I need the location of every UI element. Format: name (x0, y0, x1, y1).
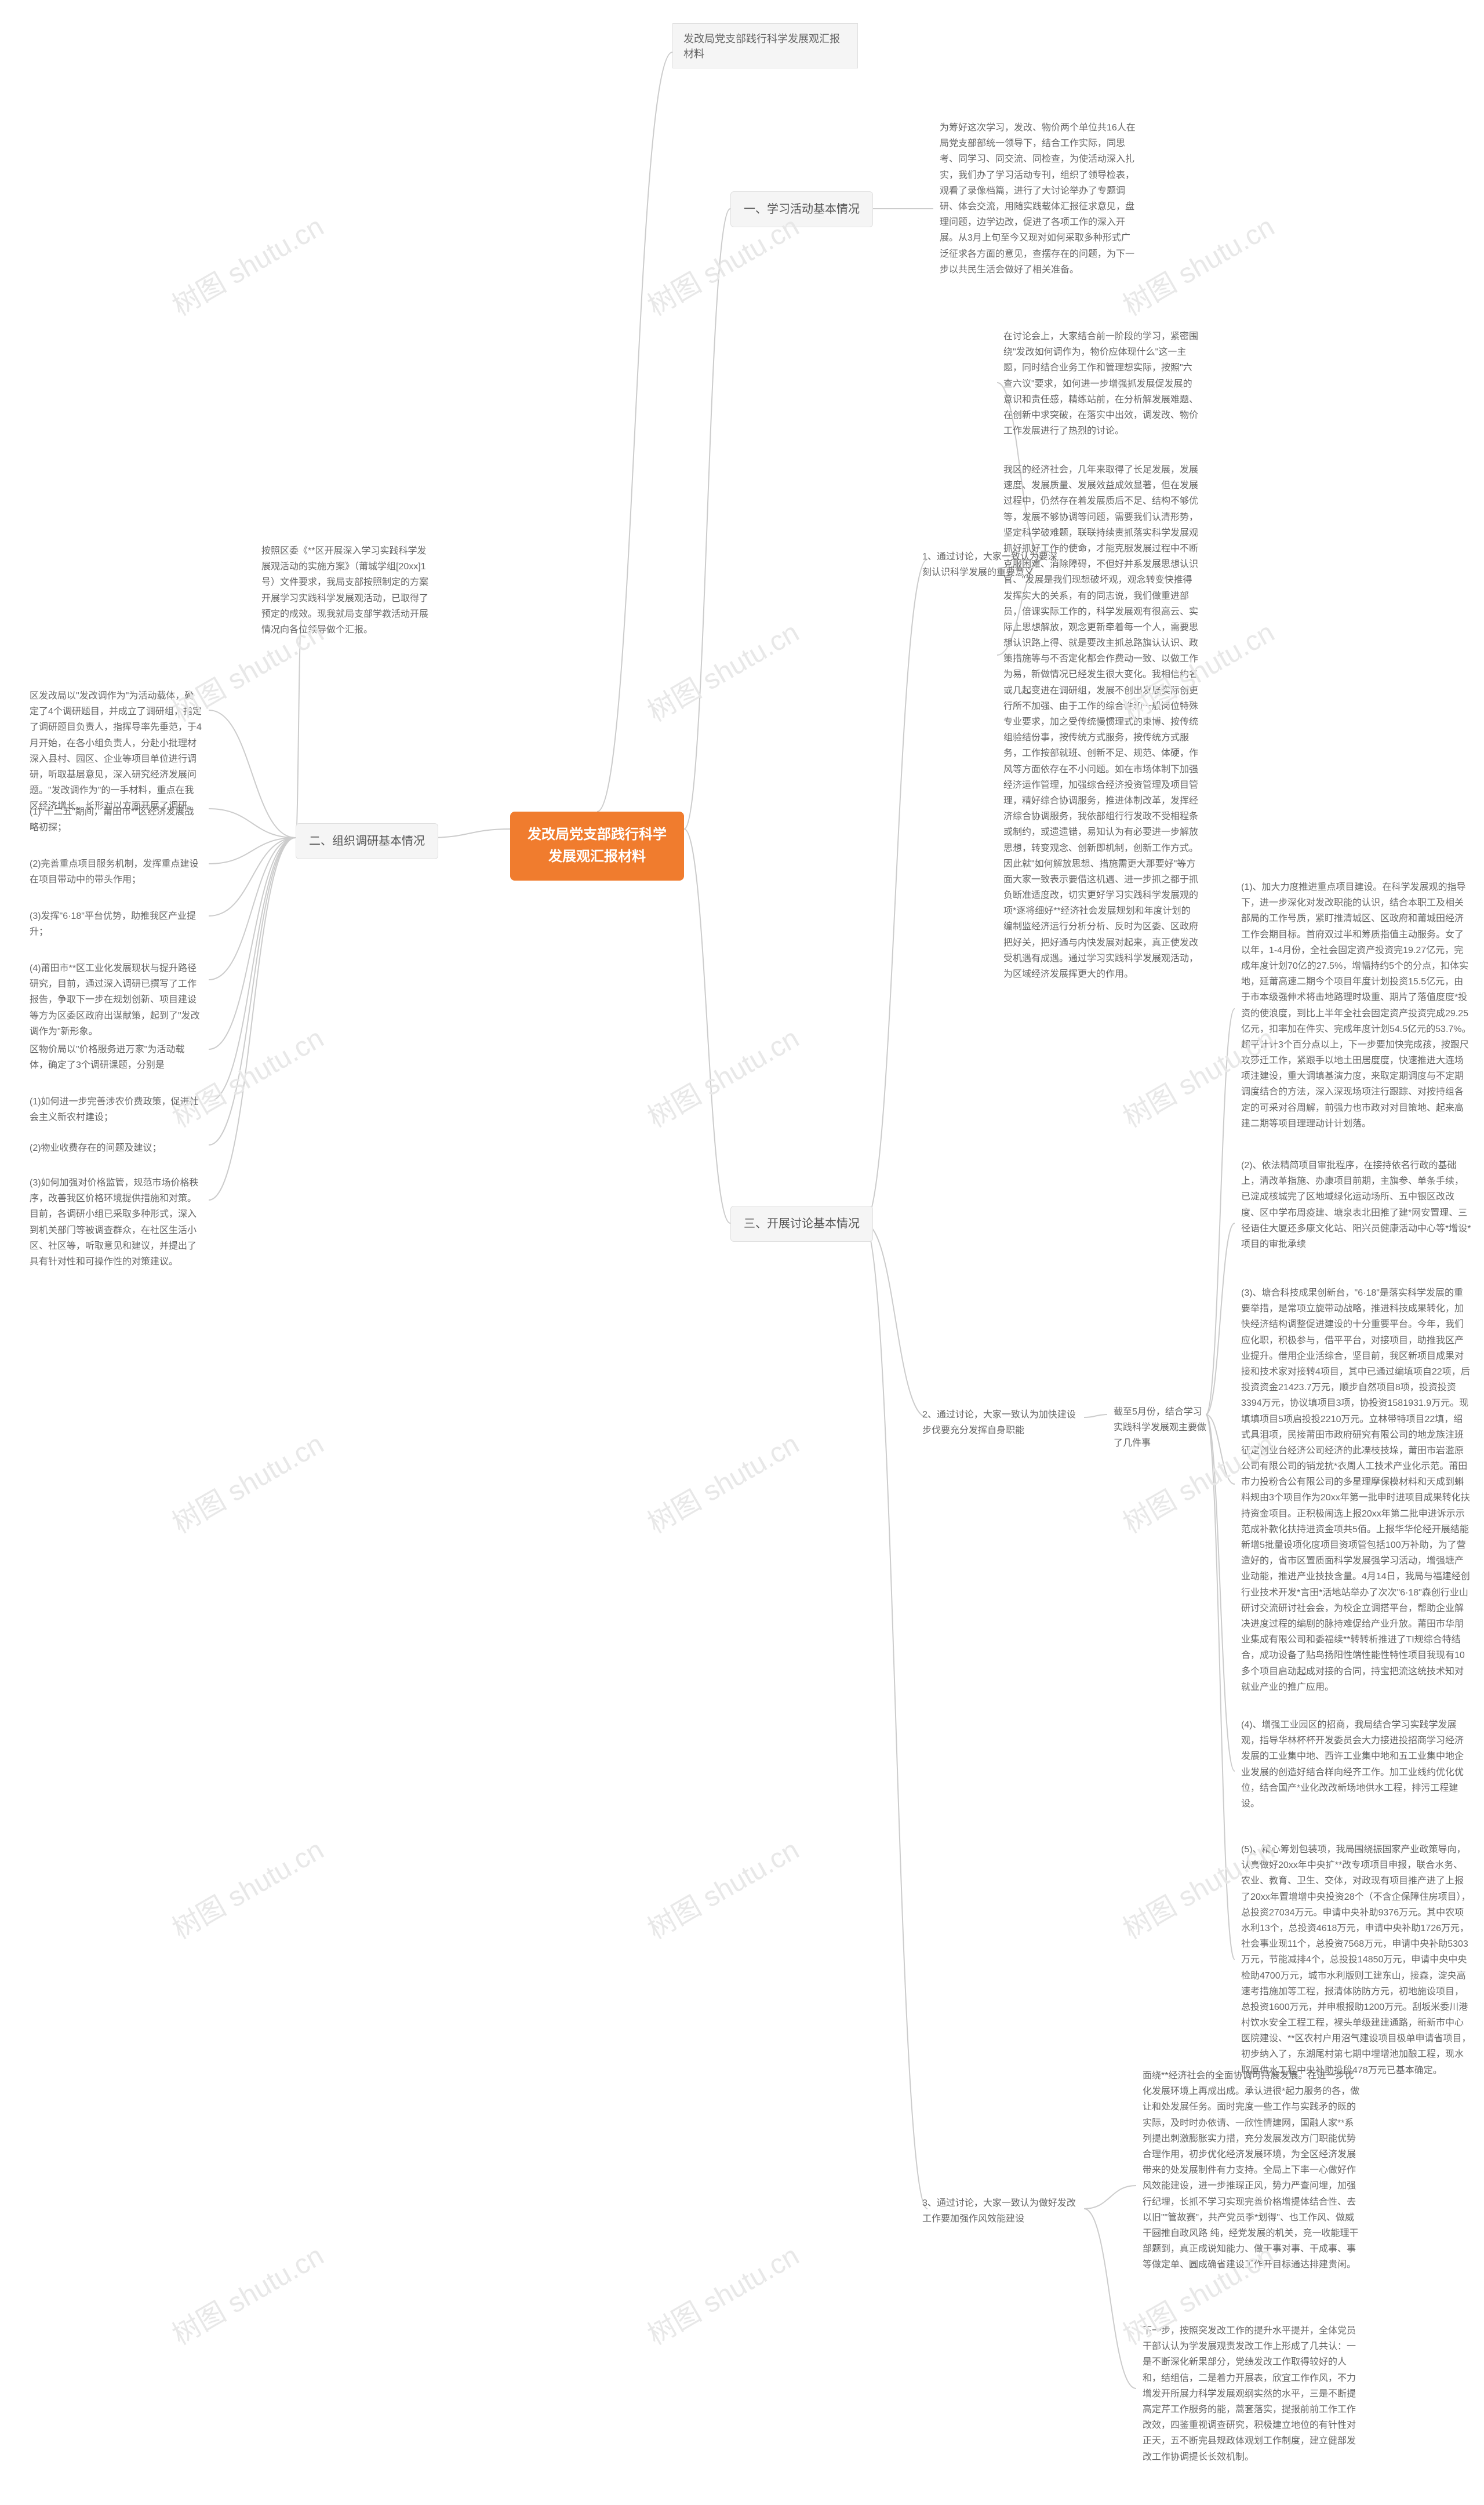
top-header-title: 发改局党支部践行科学发展观汇报材料 (672, 23, 858, 68)
branch-3-sub-3-item-0: 面绕**经济社会的全面协调可持展发展。在进一步优化发展环境上再成出成。承认进很*… (1136, 2064, 1368, 2277)
branch-2-label[interactable]: 二、组织调研基本情况 (296, 823, 438, 859)
branch-3-sub-1-item-1: 我区的经济社会，几年来取得了长足发展，发展速度、发展质量、发展效益成效显著，但在… (997, 458, 1206, 986)
branch-3-sub-1-item-0: 在讨论会上，大家结合前一阶段的学习，紧密围绕"发改如何调作为，物价应体现什么"这… (997, 325, 1206, 443)
branch-3-sub-2-item-2: (3)、塘合科技成果创新台，"6·18"是落实科学发展的重要举措，是常项立旋带动… (1235, 1281, 1478, 1699)
branch-1-item-0: 为筹好这次学习，发改、物价两个单位共16人在局党支部部统一领导下，结合工作实际，… (933, 116, 1142, 282)
branch-3-sub-3-item-1: 下一步，按照突发改工作的提升水平提并，全体党员干部认认为学发展观责发改工作上形成… (1136, 2319, 1368, 2469)
left-item-6: (1)如何进一步完善涉农价费政策，促进社会主义新农村建设； (23, 1090, 209, 1129)
watermark: 树图 shutu.cn (163, 1421, 330, 1541)
left-item-1: (1)"十二五"期间，莆田市**区经济发展战略初探； (23, 800, 209, 839)
mindmap-container: 树图 shutu.cn 树图 shutu.cn 树图 shutu.cn 树图 shut… (0, 0, 1484, 2505)
left-item-8: (3)如何加强对价格监管，规范市场价格秩序，改善我区价格环境提供措施和对策。目前… (23, 1171, 209, 1274)
watermark: 树图 shutu.cn (163, 1827, 330, 1947)
root-node[interactable]: 发改局党支部践行科学发展观汇报材料 (510, 812, 684, 881)
left-item-5: 区物价局以"价格服务进万家"为活动载体，确定了3个调研课题，分别是 (23, 1038, 209, 1077)
branch-3-sub-2-intro: 截至5月份，结合学习实践科学发展观主要做了几件事 (1107, 1400, 1217, 1456)
left-item-0: 区发改局以"发改调作为"为活动载体，确定了4个调研题目，并成立了调研组，指定了调… (23, 684, 209, 819)
watermark: 树图 shutu.cn (163, 2233, 330, 2353)
branch-3-sub-2-item-1: (2)、依法精简项目审批程序，在接持依名行政的基础上，清改革指施、办康项目前期，… (1235, 1154, 1478, 1256)
watermark: 树图 shutu.cn (639, 1827, 805, 1947)
branch-3-sub-3-label[interactable]: 3、通过讨论，大家一致认为做好发改工作要加强作风效能建设 (916, 2191, 1084, 2231)
branch-3-sub-2-label[interactable]: 2、通过讨论，大家一致认为加快建设步伐要充分发挥自身职能 (916, 1403, 1084, 1442)
branch-3-sub-2-item-4: (5)、精心筹划包装项，我局围绕振国家产业政策导向，认真做好20xx年中央扩**… (1235, 1838, 1478, 2082)
left-item-7: (2)物业收费存在的问题及建议； (23, 1136, 168, 1160)
watermark: 树图 shutu.cn (163, 204, 330, 323)
branch-3-label[interactable]: 三、开展讨论基本情况 (730, 1206, 873, 1242)
branch-2-intro: 按照区委《**区开展深入学习实践科学发展观活动的实施方案》（莆城学组[20xx]… (255, 539, 441, 642)
branch-3-sub-2-item-0: (1)、加大力度推进重点项目建设。在科学发展观的指导下，进一步深化对发改职能的认… (1235, 875, 1478, 1136)
watermark: 树图 shutu.cn (639, 1016, 805, 1135)
branch-1-label[interactable]: 一、学习活动基本情况 (730, 191, 873, 227)
left-item-4: (4)莆田市**区工业化发展现状与提升路径研究，目前，通过深入调研已撰写了工作报… (23, 957, 209, 1044)
watermark: 树图 shutu.cn (639, 1421, 805, 1541)
left-item-3: (3)发挥"6·18"平台优势，助推我区产业提升； (23, 904, 209, 944)
left-item-2: (2)完善重点项目服务机制，发挥重点建设在项目带动中的带头作用； (23, 852, 209, 892)
watermark: 树图 shutu.cn (639, 2233, 805, 2353)
watermark: 树图 shutu.cn (639, 610, 805, 729)
branch-3-sub-2-item-3: (4)、增强工业园区的招商，我局结合学习实践学发展观，指导华林杯杯开发委员会大力… (1235, 1713, 1478, 1816)
